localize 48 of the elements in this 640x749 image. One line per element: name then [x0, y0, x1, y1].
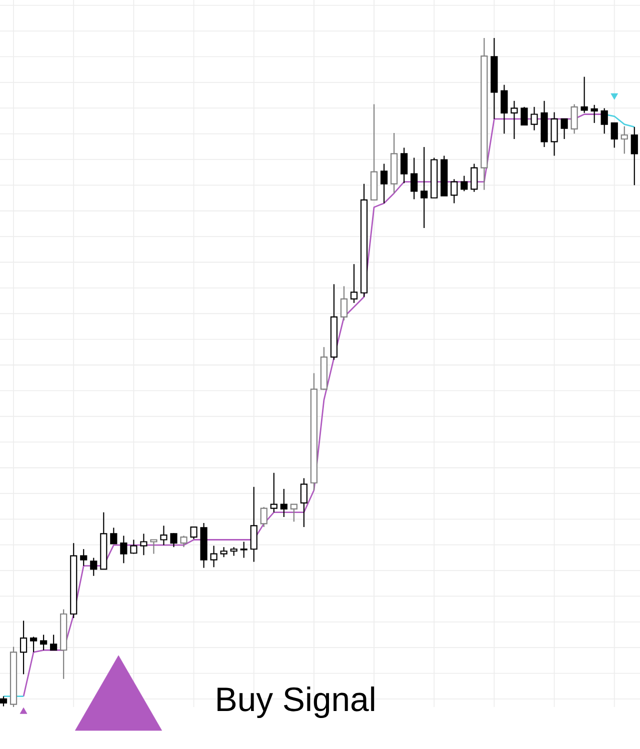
candlestick — [580, 76, 588, 114]
candlestick — [150, 539, 158, 554]
candlestick — [340, 286, 348, 321]
candlestick — [520, 106, 528, 126]
candlestick — [620, 126, 628, 154]
legend-label: Buy Signal — [218, 686, 374, 718]
candlestick — [30, 636, 38, 653]
candlestick — [610, 122, 618, 148]
candlestick — [500, 84, 508, 134]
candlestick — [90, 557, 98, 576]
candlestick — [0, 696, 8, 707]
candlestick — [140, 533, 148, 556]
candlestick — [600, 108, 608, 134]
candlestick — [50, 634, 58, 651]
candlestick — [470, 163, 478, 192]
candlestick — [240, 541, 248, 558]
candlestick — [280, 488, 288, 518]
candlestick — [220, 546, 228, 558]
candlestick — [590, 104, 598, 124]
candlestick — [20, 620, 28, 675]
candlestick — [380, 163, 388, 204]
candlestick — [300, 478, 308, 528]
candlestick — [460, 175, 468, 192]
candlestick — [560, 118, 568, 140]
candlestick — [80, 548, 88, 566]
candlestick — [530, 106, 538, 131]
candlestick — [130, 539, 138, 554]
candlestick — [160, 525, 168, 546]
candlestick — [400, 147, 408, 184]
candlestick — [420, 146, 428, 229]
candlestick — [180, 535, 188, 548]
candlestick — [270, 472, 278, 513]
candlestick — [630, 126, 638, 186]
candlestick — [260, 506, 268, 528]
candlestick — [350, 264, 358, 304]
candlestick — [170, 532, 178, 548]
candlestick — [110, 527, 118, 544]
candlestick — [210, 545, 218, 568]
candlestick — [450, 178, 458, 204]
candlestick — [40, 634, 48, 651]
candlestick — [550, 112, 558, 156]
candlestick — [510, 100, 518, 140]
candlestick — [290, 504, 298, 522]
candlestick — [250, 486, 258, 562]
candlestick — [190, 526, 198, 540]
candlestick — [410, 157, 418, 200]
candlestick — [570, 104, 578, 134]
candlestick — [120, 535, 128, 564]
